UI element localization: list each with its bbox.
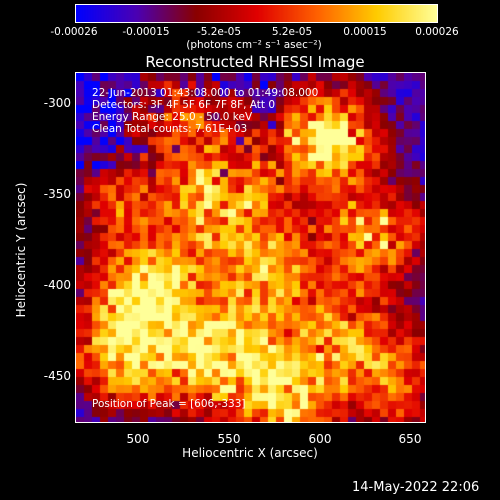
x-tick-label: 600 <box>308 432 332 446</box>
colorbar-unit: (photons cm⁻² s⁻¹ asec⁻²) <box>186 39 322 51</box>
x-tick-label: 500 <box>126 432 150 446</box>
x-tick-label: 550 <box>217 432 241 446</box>
y-tick-label: -450 <box>43 369 71 383</box>
energy-range-label: Energy Range: 25.0 - 50.0 keV <box>92 111 253 123</box>
rhessi-image: 22-Jun-2013 01:43:08.000 to 01:49:08.000… <box>75 72 426 423</box>
y-tick-label: -350 <box>43 187 71 201</box>
peak-position-label: Position of Peak = [606,-333] <box>92 398 246 410</box>
y-axis-label: Heliocentric Y (arcsec) <box>14 182 28 318</box>
colorbar-tick: -5.2e-05 <box>196 26 242 38</box>
colorbar <box>75 4 438 23</box>
colorbar-tick: 0.00026 <box>415 26 459 38</box>
rhessi-heatmap <box>76 73 425 422</box>
detectors-label: Detectors: 3F 4F 5F 6F 7F 8F, Att 0 <box>92 99 276 111</box>
x-tick-label: 650 <box>398 432 422 446</box>
method-counts-label: Clean Total counts: 7.61E+03 <box>92 123 248 135</box>
plot-timestamp: 14-May-2022 22:06 <box>352 480 480 495</box>
time-range-label: 22-Jun-2013 01:43:08.000 to 01:49:08.000 <box>92 87 319 99</box>
colorbar-tick: 0.00015 <box>343 26 387 38</box>
plot-title: Reconstructed RHESSI Image <box>145 53 365 71</box>
colorbar-tick: -0.00015 <box>122 26 170 38</box>
x-axis-label: Heliocentric X (arcsec) <box>182 446 318 460</box>
colorbar-tick: -0.00026 <box>50 26 98 38</box>
y-tick-label: -400 <box>43 278 71 292</box>
y-tick-label: -300 <box>43 96 71 110</box>
colorbar-tick: 5.2e-05 <box>271 26 313 38</box>
